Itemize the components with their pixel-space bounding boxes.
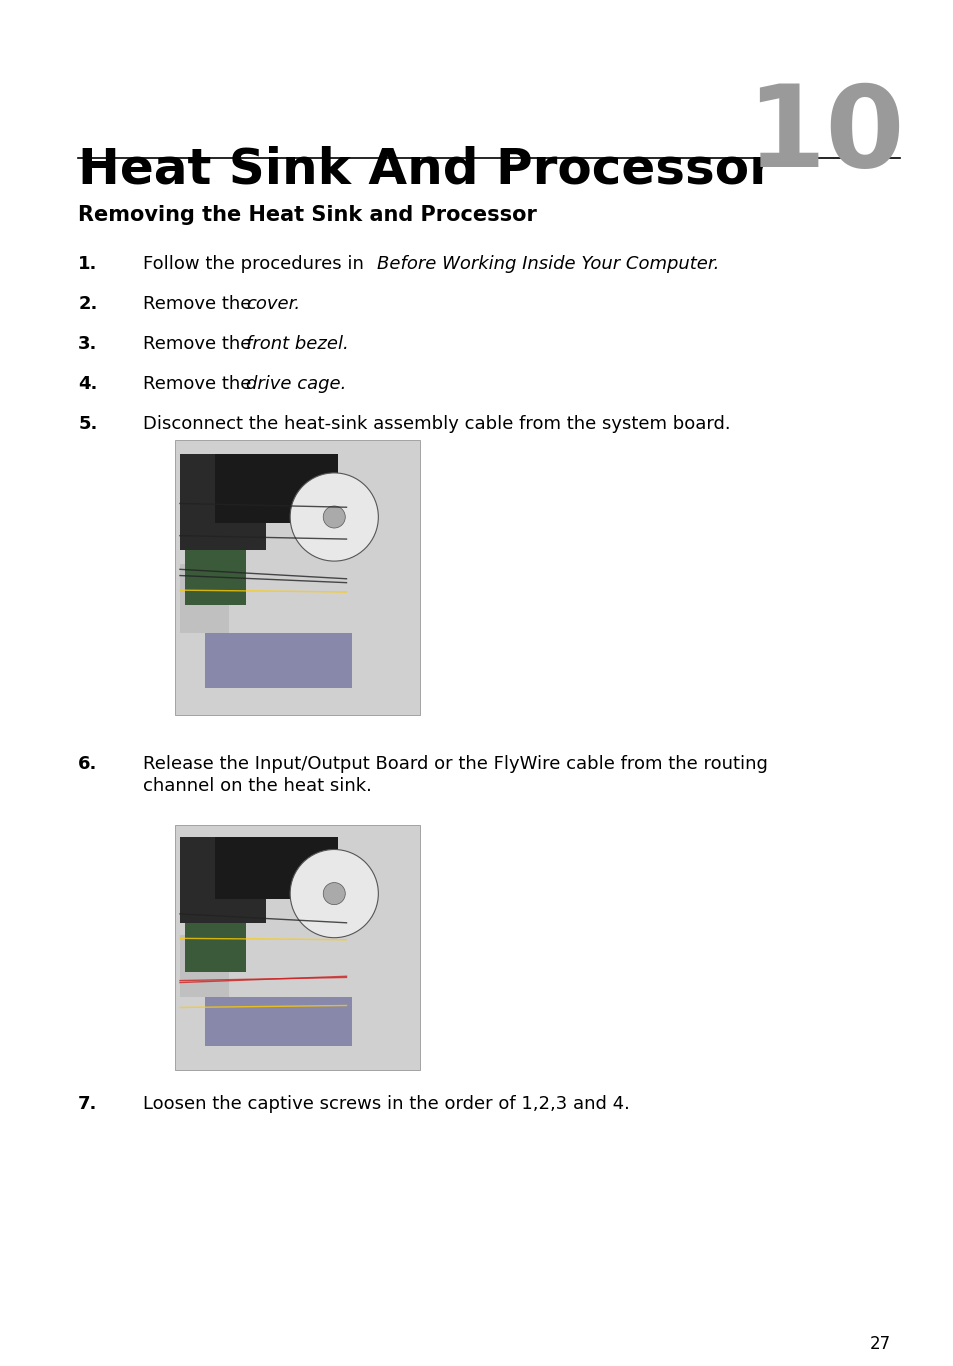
Text: channel on the heat sink.: channel on the heat sink. — [143, 777, 372, 795]
Text: 4.: 4. — [78, 376, 97, 393]
Bar — [180, 837, 266, 923]
Text: 2.: 2. — [78, 295, 97, 313]
Bar — [180, 936, 229, 997]
Circle shape — [290, 473, 378, 561]
Bar — [214, 454, 337, 523]
Text: Before Working Inside Your Computer.: Before Working Inside Your Computer. — [376, 255, 719, 273]
Text: Removing the Heat Sink and Processor: Removing the Heat Sink and Processor — [78, 205, 537, 225]
Bar — [174, 440, 419, 714]
Circle shape — [323, 882, 345, 904]
Text: 7.: 7. — [78, 1096, 97, 1113]
Text: Release the Input/Output Board or the FlyWire cable from the routing: Release the Input/Output Board or the Fl… — [143, 755, 767, 773]
Text: 27: 27 — [868, 1335, 890, 1352]
Text: Remove the: Remove the — [143, 376, 257, 393]
Text: Follow the procedures in: Follow the procedures in — [143, 255, 370, 273]
Text: Remove the: Remove the — [143, 295, 257, 313]
Bar — [180, 454, 266, 550]
Text: 3.: 3. — [78, 335, 97, 352]
Circle shape — [290, 850, 378, 937]
Text: drive cage.: drive cage. — [246, 376, 346, 393]
Bar — [185, 550, 246, 605]
Text: Heat Sink And Processor: Heat Sink And Processor — [78, 145, 773, 193]
Text: 5.: 5. — [78, 415, 97, 433]
Bar — [174, 825, 419, 1070]
Bar — [185, 923, 246, 973]
Text: cover.: cover. — [246, 295, 300, 313]
Text: Remove the: Remove the — [143, 335, 257, 352]
Text: front bezel.: front bezel. — [246, 335, 349, 352]
Bar — [214, 837, 337, 899]
Text: Loosen the captive screws in the order of 1,2,3 and 4.: Loosen the captive screws in the order o… — [143, 1096, 629, 1113]
Bar — [180, 564, 229, 632]
Bar — [205, 997, 352, 1045]
Bar — [205, 632, 352, 687]
Circle shape — [323, 505, 345, 529]
Text: 10: 10 — [745, 81, 904, 191]
Text: 6.: 6. — [78, 755, 97, 773]
Text: 1.: 1. — [78, 255, 97, 273]
Text: Disconnect the heat-sink assembly cable from the system board.: Disconnect the heat-sink assembly cable … — [143, 415, 730, 433]
